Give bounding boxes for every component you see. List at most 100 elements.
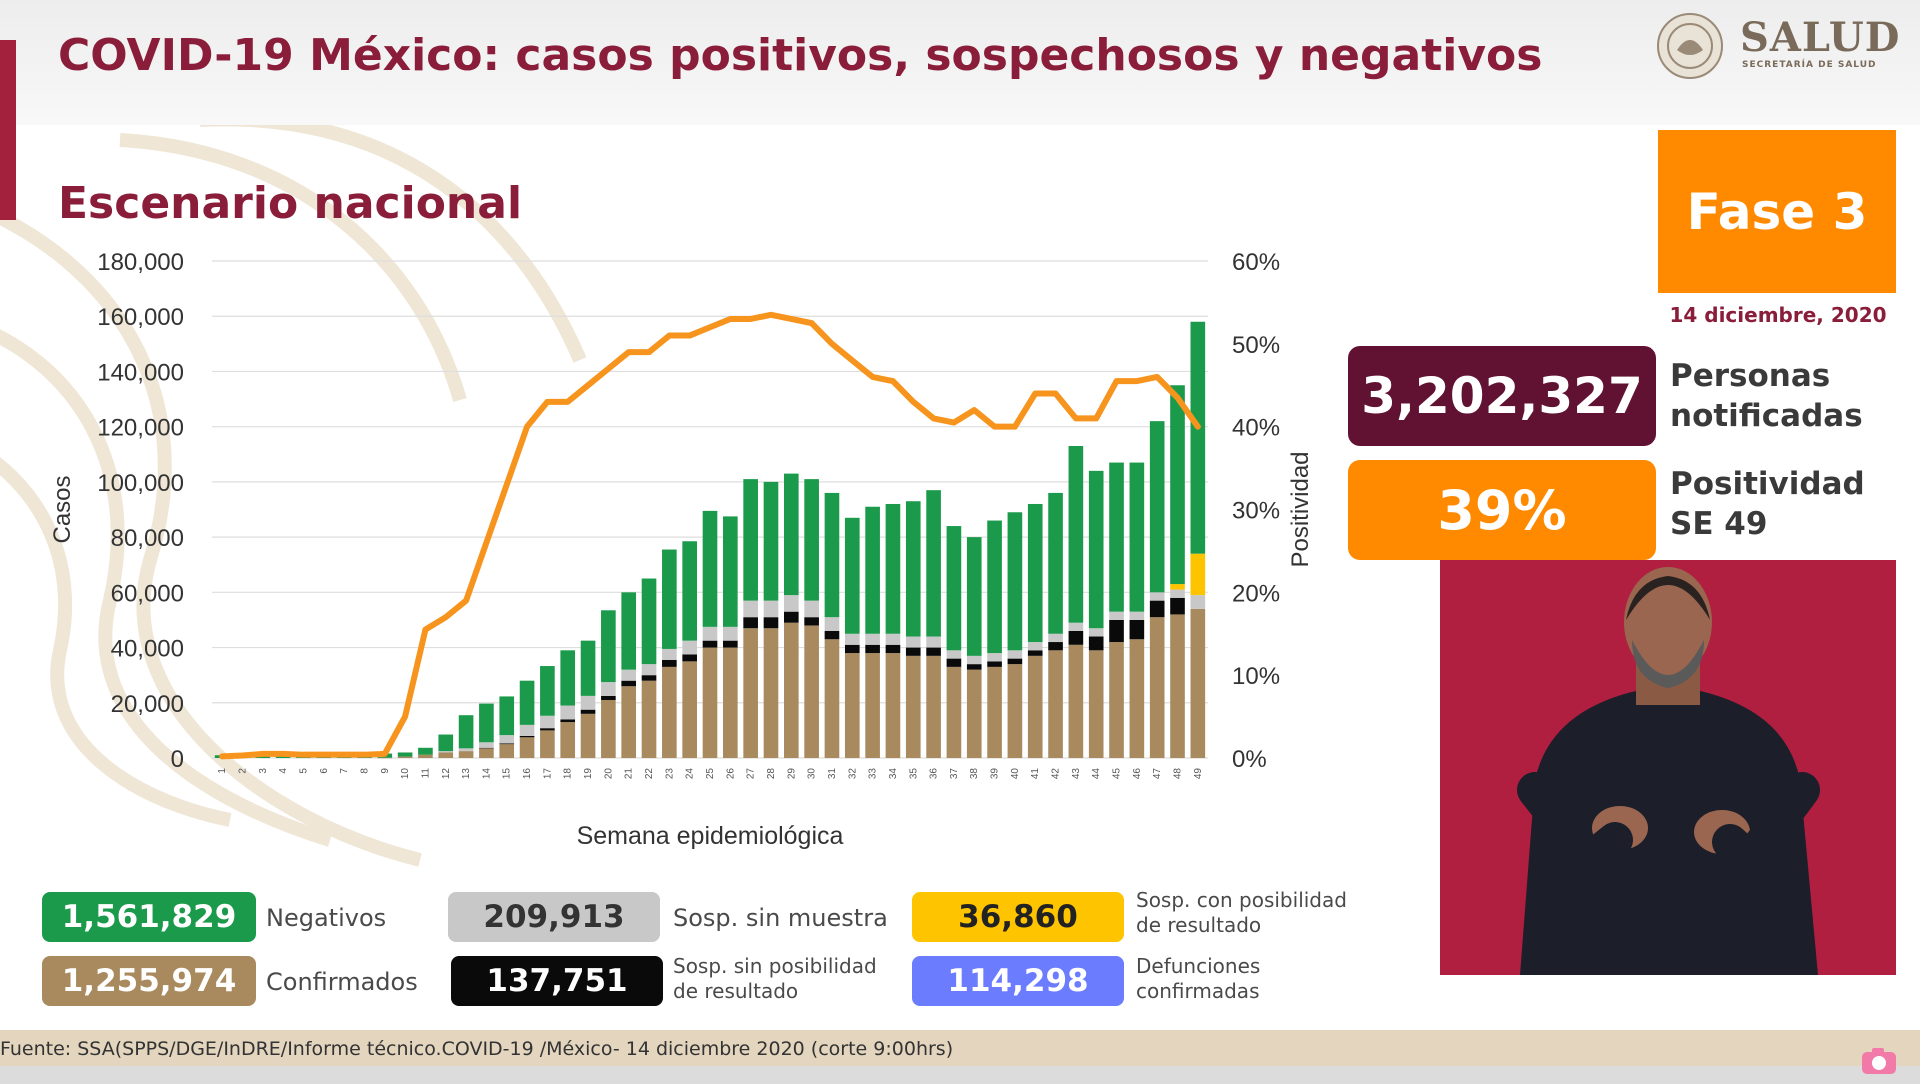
- y2-tick-label: 0%: [1232, 746, 1267, 773]
- bar-segment: [946, 666, 962, 758]
- bar-segment: [1190, 321, 1206, 554]
- x-tick-label: 39: [990, 768, 1001, 780]
- stat-confirmados-label: Confirmados: [266, 968, 418, 996]
- bar-segment: [987, 520, 1002, 654]
- x-tick-label: 30: [807, 768, 818, 780]
- bar-segment: [702, 647, 718, 758]
- stat-defunciones-label-line1: Defunciones: [1136, 954, 1261, 978]
- bar-segment: [743, 628, 758, 758]
- x-tick-label: 26: [725, 768, 736, 780]
- stat-defunciones-label-line2: confirmadas: [1136, 979, 1260, 1003]
- x-tick-label: 46: [1132, 768, 1143, 780]
- bar-segment: [1007, 658, 1023, 665]
- bar-segment: [804, 617, 819, 626]
- x-tick-label: 19: [583, 768, 594, 780]
- section-subtitle: Escenario nacional: [58, 178, 523, 229]
- stat-con-posibilidad-value: 36,860: [912, 892, 1124, 942]
- bar-segment: [1170, 589, 1185, 598]
- bar-segment: [926, 490, 941, 637]
- bar-segment: [885, 503, 901, 634]
- x-tick-label: 10: [400, 768, 411, 780]
- y-tick-label: 80,000: [111, 525, 184, 552]
- y-tick-label: 20,000: [111, 691, 184, 718]
- bottom-strip: [0, 1066, 1920, 1084]
- bar-segment: [641, 664, 657, 676]
- x-tick-label: 35: [908, 768, 919, 780]
- bar-segment: [580, 640, 596, 696]
- bar-segment: [1190, 608, 1206, 758]
- stat-sin-posibilidad-label-line1: Sosp. sin posibilidad: [673, 954, 877, 978]
- bar-segment: [458, 748, 474, 752]
- x-tick-label: 12: [441, 768, 452, 780]
- footer-bar: [0, 1030, 1920, 1066]
- bar-segment: [865, 653, 880, 758]
- x-tick-label: 45: [1112, 768, 1123, 780]
- x-tick-label: 15: [502, 768, 513, 780]
- bar-segment: [1109, 619, 1124, 643]
- bar-segment: [1048, 633, 1063, 643]
- bar-segment: [1088, 628, 1104, 637]
- x-tick-label: 6: [319, 768, 330, 774]
- bar-segment: [865, 633, 880, 645]
- x-tick-label: 41: [1030, 768, 1041, 780]
- stat-sin-posibilidad-label: Sosp. sin posibilidad de resultado: [673, 954, 877, 1004]
- bar-segment: [641, 578, 657, 665]
- stat-con-posibilidad-label-line2: de resultado: [1136, 913, 1262, 937]
- bar-segment: [946, 526, 962, 651]
- notified-label: Personas notificadas: [1670, 356, 1863, 436]
- bar-segment: [743, 479, 758, 601]
- bar-segment: [662, 666, 677, 758]
- bar-segment: [1109, 642, 1124, 758]
- bar-segment: [540, 730, 555, 758]
- bar-segment: [783, 595, 799, 612]
- bar-segment: [946, 658, 962, 667]
- positivity-label: Positividad SE 49: [1670, 464, 1865, 544]
- bar-segment: [560, 705, 576, 720]
- bar-segment: [662, 648, 677, 660]
- x-tick-label: 42: [1051, 768, 1062, 780]
- y2-tick-label: 60%: [1232, 249, 1280, 276]
- x-tick-label: 38: [969, 768, 980, 780]
- y2-tick-label: 20%: [1232, 580, 1280, 607]
- bar-segment: [905, 636, 921, 648]
- bar-segment: [804, 600, 819, 618]
- bar-segment: [763, 628, 779, 758]
- bar-segment: [418, 747, 433, 755]
- bar-segment: [844, 653, 860, 758]
- bar-segment: [1088, 636, 1104, 651]
- bar-segment: [723, 516, 738, 627]
- bar-segment: [723, 626, 738, 641]
- y-tick-label: 160,000: [97, 304, 184, 331]
- positivity-value: 39%: [1348, 460, 1656, 560]
- bar-segment: [723, 640, 738, 648]
- bar-segment: [1048, 492, 1063, 634]
- x-tick-label: 40: [1010, 768, 1021, 780]
- bar-segment: [1048, 642, 1063, 651]
- stat-defunciones-value: 114,298: [912, 956, 1124, 1006]
- bar-segment: [905, 655, 921, 758]
- bar-segment: [438, 734, 454, 752]
- bar-segment: [560, 722, 576, 758]
- x-tick-label: 24: [685, 768, 696, 780]
- bar-segment: [580, 695, 596, 710]
- bar-segment: [844, 517, 860, 634]
- bar-segment: [1027, 642, 1043, 651]
- y-tick-label: 180,000: [97, 249, 184, 276]
- x-tick-label: 18: [563, 768, 574, 780]
- camera-icon[interactable]: [1860, 1046, 1900, 1076]
- bar-segment: [1129, 611, 1145, 620]
- x-tick-label: 3: [258, 768, 269, 774]
- header-bar: [0, 0, 1920, 125]
- positivity-label-line1: Positividad: [1670, 466, 1865, 502]
- bar-segment: [1190, 595, 1206, 609]
- x-tick-label: 25: [705, 768, 716, 780]
- stat-negativos-label: Negativos: [266, 904, 387, 932]
- x-tick-label: 33: [868, 768, 879, 780]
- bar-segment: [702, 640, 718, 648]
- y2-axis-label: Positividad: [1287, 451, 1314, 567]
- bar-segment: [499, 735, 515, 744]
- bar-segment: [1129, 639, 1145, 758]
- bar-segment: [905, 501, 921, 637]
- bar-segment: [1170, 584, 1185, 590]
- bar-segment: [1170, 385, 1185, 585]
